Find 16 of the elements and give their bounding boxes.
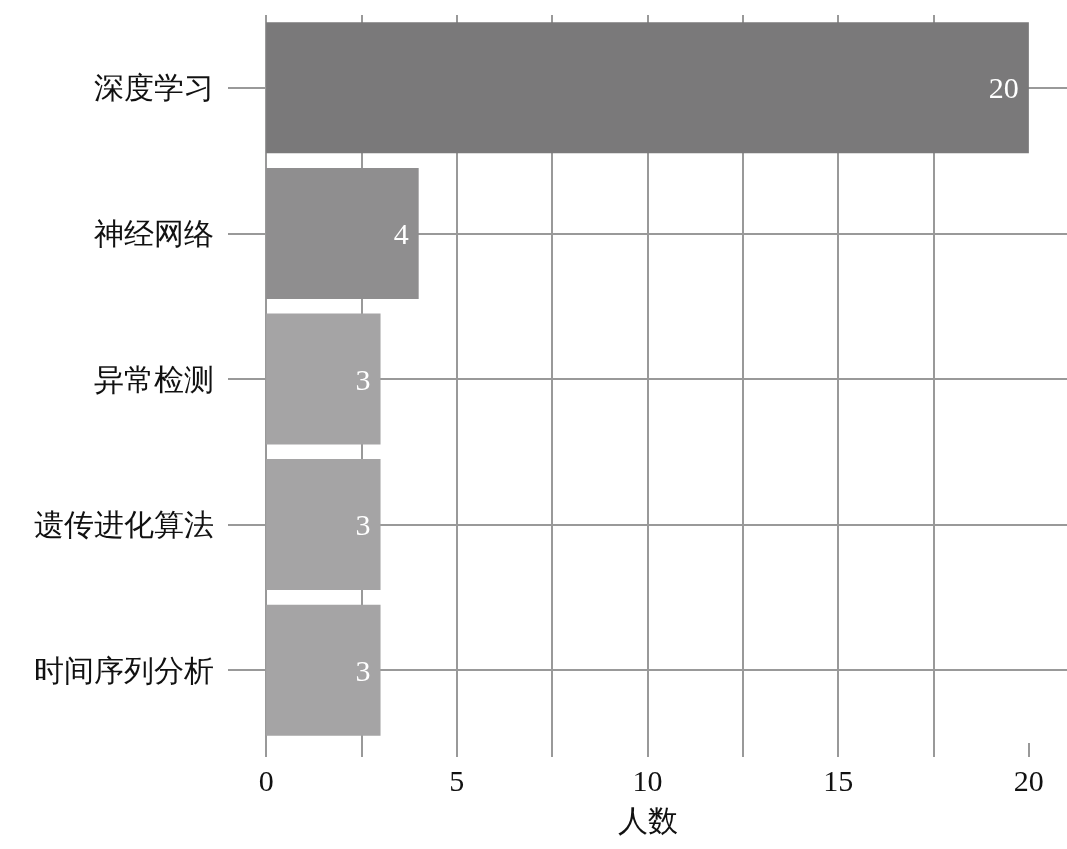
data-label: 3 <box>355 362 371 396</box>
x-tick-label: 5 <box>449 763 465 797</box>
data-label: 3 <box>355 653 371 687</box>
y-tick-label: 遗传进化算法 <box>34 508 214 542</box>
data-label: 20 <box>988 71 1019 105</box>
x-tick-label: 10 <box>632 763 663 797</box>
data-label: 4 <box>393 216 409 250</box>
y-tick-label: 深度学习 <box>94 71 214 105</box>
y-tick-label: 时间序列分析 <box>34 653 214 687</box>
y-tick-label: 异常检测 <box>94 362 214 396</box>
y-tick-label: 神经网络 <box>94 216 214 250</box>
x-tick-label: 20 <box>1013 763 1044 797</box>
x-tick-label: 0 <box>258 763 274 797</box>
x-tick-label: 15 <box>823 763 854 797</box>
data-label: 3 <box>355 508 371 542</box>
x-axis-title: 人数 <box>617 803 678 837</box>
